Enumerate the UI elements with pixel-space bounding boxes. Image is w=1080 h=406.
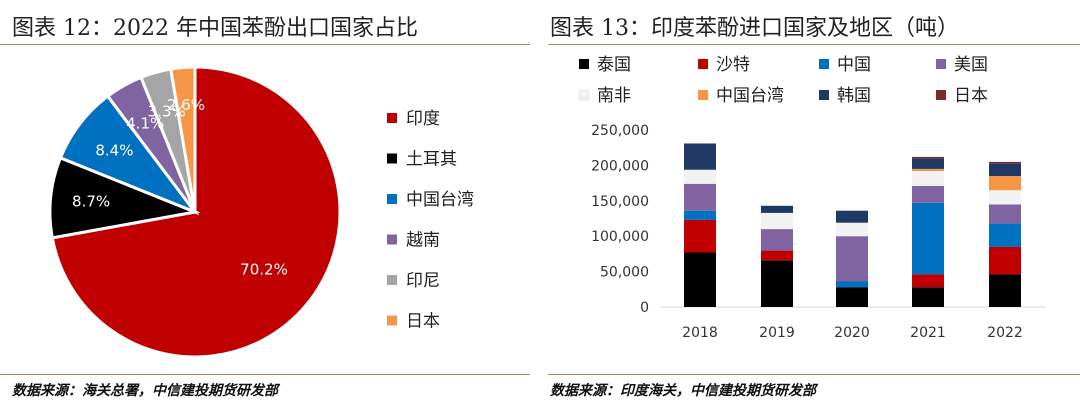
bar-segment bbox=[761, 250, 793, 261]
bar-segment bbox=[836, 210, 868, 223]
legend-label: 越南 bbox=[406, 231, 440, 251]
bar-segment bbox=[912, 171, 944, 186]
bar-segment bbox=[684, 210, 716, 220]
pie-data-label: 70.2% bbox=[240, 261, 288, 279]
bar-segment bbox=[989, 204, 1021, 224]
legend-swatch bbox=[819, 59, 829, 69]
pie-slice-6 bbox=[169, 65, 197, 213]
bar-segment bbox=[989, 246, 1021, 275]
bar-segment bbox=[912, 202, 944, 275]
stacked-bar-chart: 0 50,000 100,000 150,000 200,000 250,000 2018 2… bbox=[578, 55, 1046, 341]
x-tick-label: 2020 bbox=[834, 325, 870, 341]
bar-segment bbox=[989, 163, 1021, 176]
bar-segment bbox=[684, 252, 716, 307]
pie-data-label: 3.3% bbox=[148, 103, 186, 121]
legend-swatch bbox=[579, 59, 589, 69]
bar-segment bbox=[761, 229, 793, 251]
pie-data-label: 8.4% bbox=[95, 141, 133, 159]
legend-label: 韩国 bbox=[837, 86, 871, 106]
y-tick-label: 0 bbox=[640, 300, 649, 316]
legend-swatch bbox=[936, 90, 946, 100]
legend-swatch bbox=[387, 194, 397, 204]
pie-chart-panel: 图表 12：2022 年中国苯酚出口国家占比 70.2% 8.7% 8.4% 4.1%… bbox=[0, 0, 530, 406]
bar-chart-panel: 图表 13：印度苯酚进口国家及地区（吨） 0 50,000 100,000 150,0… bbox=[548, 0, 1080, 406]
pie-slices bbox=[48, 65, 342, 359]
bar-segment bbox=[912, 287, 944, 307]
legend-label: 沙特 bbox=[716, 55, 750, 75]
bar-segment bbox=[836, 222, 868, 237]
bar-segment bbox=[761, 205, 793, 213]
bar-segment bbox=[989, 161, 1021, 164]
bar-segment bbox=[989, 190, 1021, 205]
pie-slice-2 bbox=[48, 155, 201, 240]
legend-label: 日本 bbox=[406, 312, 440, 332]
bar-segment bbox=[912, 185, 944, 203]
legend-label: 泰国 bbox=[597, 55, 631, 75]
y-tick-label: 200,000 bbox=[591, 158, 649, 174]
bar-segment bbox=[684, 169, 716, 184]
bar-chart-title: 图表 13：印度苯酚进口国家及地区（吨） bbox=[550, 16, 959, 41]
source-rule bbox=[548, 374, 1080, 375]
legend-swatch bbox=[387, 315, 397, 326]
bar-segment bbox=[912, 156, 944, 159]
legend-swatch bbox=[578, 89, 590, 101]
bar-segment bbox=[684, 143, 716, 170]
x-tick-label: 2022 bbox=[987, 325, 1023, 341]
source-rule bbox=[0, 374, 530, 375]
bar-segment bbox=[989, 223, 1021, 247]
legend-swatch bbox=[819, 90, 829, 100]
bar-segment bbox=[912, 158, 944, 169]
pie-data-label: 4.1% bbox=[126, 115, 164, 133]
legend-swatch bbox=[387, 275, 397, 285]
x-tick-label: 2018 bbox=[682, 325, 718, 341]
legend-label: 美国 bbox=[954, 55, 988, 75]
bar-segment bbox=[912, 274, 944, 288]
bar-stacks bbox=[684, 143, 1021, 307]
bar-segment bbox=[836, 281, 868, 288]
bar-segment bbox=[989, 176, 1021, 191]
legend-label: 印度 bbox=[406, 109, 440, 129]
legend-swatch bbox=[698, 59, 708, 69]
legend-label: 土耳其 bbox=[406, 150, 457, 170]
bar-segment bbox=[836, 287, 868, 307]
y-tick-label: 100,000 bbox=[591, 229, 649, 245]
x-tick-label: 2021 bbox=[910, 325, 946, 341]
bar-segment bbox=[761, 260, 793, 307]
legend-swatch bbox=[387, 234, 397, 245]
legend-label: 印尼 bbox=[406, 271, 440, 291]
legend-label: 中国 bbox=[837, 55, 871, 75]
legend-label: 南非 bbox=[597, 86, 631, 106]
pie-data-label: 8.7% bbox=[72, 192, 110, 210]
bar-segment bbox=[989, 274, 1021, 307]
pie-labels: 70.2% 8.7% 8.4% 4.1%3.3%2.6% bbox=[72, 96, 288, 279]
pie-data-label: 2.6% bbox=[167, 96, 205, 114]
bar-segment bbox=[684, 183, 716, 211]
legend-swatch bbox=[936, 59, 946, 69]
legend-label: 中国台湾 bbox=[716, 86, 784, 106]
bar-segment bbox=[912, 168, 944, 171]
y-tick-label: 50,000 bbox=[600, 265, 649, 281]
bar-segment bbox=[684, 219, 716, 253]
pie-chart-source: 数据来源：海关总署，中信建投期货研发部 bbox=[12, 383, 278, 399]
x-tick-label: 2019 bbox=[759, 325, 795, 341]
title-rule bbox=[0, 44, 530, 45]
bar-segment bbox=[761, 212, 793, 230]
y-axis-ticks: 0 50,000 100,000 150,000 200,000 250,000 bbox=[591, 123, 649, 316]
legend-swatch bbox=[387, 113, 397, 123]
legend-swatch bbox=[698, 90, 708, 100]
legend-label: 中国台湾 bbox=[406, 190, 474, 210]
title-rule bbox=[548, 44, 1080, 45]
pie-chart-title: 图表 12：2022 年中国苯酚出口国家占比 bbox=[12, 16, 418, 41]
legend-label: 日本 bbox=[954, 86, 988, 106]
y-tick-label: 250,000 bbox=[591, 123, 649, 139]
y-tick-label: 150,000 bbox=[591, 194, 649, 210]
legend-swatch bbox=[387, 153, 397, 164]
bar-chart-source: 数据来源：印度海关，中信建投期货研发部 bbox=[550, 383, 816, 399]
bar-segment bbox=[836, 236, 868, 282]
